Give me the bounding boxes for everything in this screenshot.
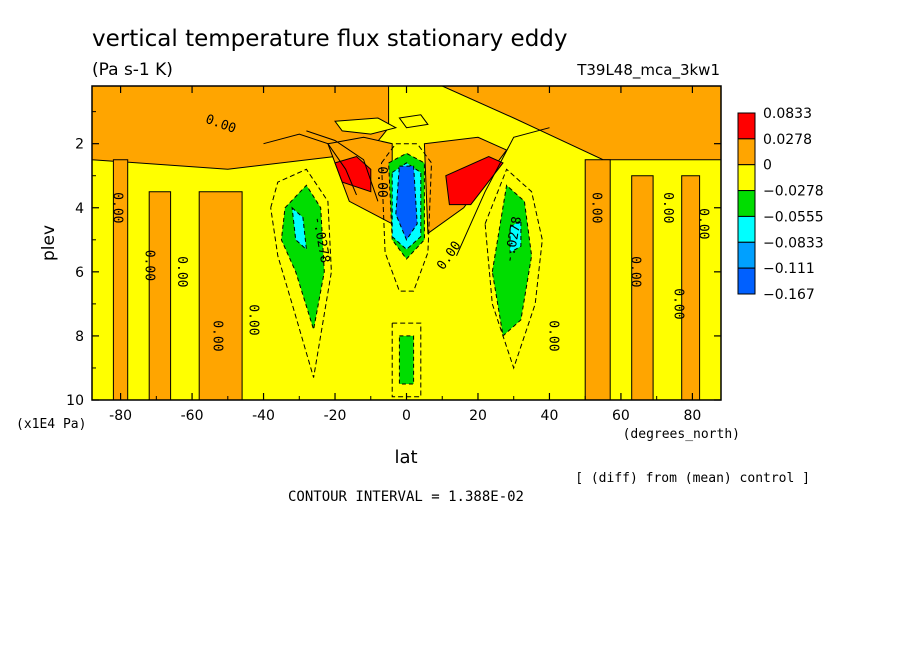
x-axis-units: (degrees_north)	[623, 427, 740, 442]
contour-label-3: 0.00	[174, 256, 189, 287]
x-tick-label-1: -60	[181, 408, 204, 424]
x-tick-label-7: 60	[612, 408, 630, 424]
region-orange-1	[112, 159, 129, 400]
region-orange-4	[584, 159, 611, 400]
plot-area: 0.000.000.00 0.000.000.000.00-.0278 0.00 -.…	[91, 85, 722, 401]
region-yellow-9	[334, 117, 398, 135]
legend-swatch-2	[737, 164, 756, 192]
y-tick-label-1: 4	[75, 201, 84, 217]
contour-label-12: 0.00	[628, 256, 643, 287]
y-axis-units: (x1E4 Pa)	[16, 417, 86, 432]
contour-label-1: 0.00	[110, 192, 125, 223]
x-axis: -80 -60 -40 -20 0 20 40 60 80	[109, 86, 701, 424]
contour-line-4	[484, 168, 543, 370]
region-red-12	[445, 155, 504, 206]
contour-line-3	[270, 168, 332, 378]
y-tick-label-2: 6	[75, 265, 84, 281]
legend-level-4: −0.0555	[763, 209, 824, 225]
legend-level-5: −0.0833	[763, 235, 824, 251]
x-tick-label-5: 20	[469, 408, 487, 424]
contour-line-5	[381, 143, 433, 292]
x-axis-label: lat	[394, 447, 417, 468]
region-cyan-16	[509, 219, 522, 254]
y-axis: 2 4 6 8 10	[66, 111, 721, 409]
legend-level-6: −0.111	[763, 261, 815, 277]
legend-swatch-5	[737, 241, 756, 269]
x-tick-label-2: -40	[252, 408, 275, 424]
chart-units: (Pa s-1 K)	[92, 60, 173, 80]
region-orange-5	[631, 175, 654, 400]
chart-title: vertical temperature flux stationary edd…	[92, 26, 568, 52]
y-tick-label-0: 2	[75, 137, 84, 153]
contour-label-5: 0.00	[245, 304, 260, 335]
contour-line-0	[263, 133, 357, 196]
legend-swatch-1	[737, 138, 756, 166]
legend-swatch-4	[737, 215, 756, 243]
region-orange-0	[92, 86, 721, 170]
region-yellow-10	[398, 114, 429, 129]
legend-swatch-0	[737, 112, 756, 140]
contour-label-15: 0.00	[696, 208, 711, 239]
x-tick-label-4: 0	[402, 408, 411, 424]
contour-label-14: 0.00	[671, 288, 686, 319]
contour-line-6	[391, 322, 422, 398]
region-green-20	[398, 335, 415, 385]
region-orange-6	[681, 175, 701, 400]
comparison-note: [ (diff) from (mean) control ]	[575, 471, 810, 486]
contour-label-10: 0.00	[545, 320, 560, 351]
contour-label-11: 0.00	[588, 192, 603, 223]
contour-line-2	[306, 130, 379, 202]
contour-fill-regions	[92, 86, 721, 400]
region-orange-2	[148, 191, 172, 400]
legend-level-3: −0.0278	[763, 184, 824, 200]
legend-level-0: 0.0833	[763, 106, 812, 122]
contour-lines	[263, 127, 550, 398]
x-tick-label-6: 40	[541, 408, 559, 424]
contour-label-2: 0.00	[142, 250, 157, 281]
contour-line-1	[456, 127, 550, 257]
y-tick-label-3: 8	[75, 329, 84, 345]
legend-level-2: 0	[763, 158, 772, 174]
x-tick-label-8: 80	[683, 408, 701, 424]
legend-swatch-3	[737, 190, 756, 217]
legend-swatch-6	[737, 267, 756, 295]
region-green-13	[280, 184, 325, 330]
contour-label-4: 0.00	[210, 320, 225, 351]
region-orange-3	[198, 191, 243, 400]
x-tick-label-0: -80	[109, 408, 132, 424]
y-tick-label-4: 10	[66, 393, 84, 409]
region-cyan-14	[291, 206, 308, 251]
contour-interval-footer: CONTOUR INTERVAL = 1.388E-02	[288, 489, 524, 505]
contour-label-13: 0.00	[660, 192, 675, 223]
legend-level-7: −0.167	[763, 287, 815, 303]
contour-label-6: 0.00	[374, 166, 389, 197]
x-tick-label-3: -20	[324, 408, 347, 424]
color-legend: 0.0833 0.0278 0 −0.0278 −0.0555 −0.0833 −0.111…	[737, 106, 824, 303]
region-blue-19	[395, 165, 418, 241]
run-label: T39L48_mca_3kw1	[576, 61, 720, 80]
legend-level-1: 0.0278	[763, 132, 812, 148]
y-axis-label: plev	[39, 225, 59, 261]
